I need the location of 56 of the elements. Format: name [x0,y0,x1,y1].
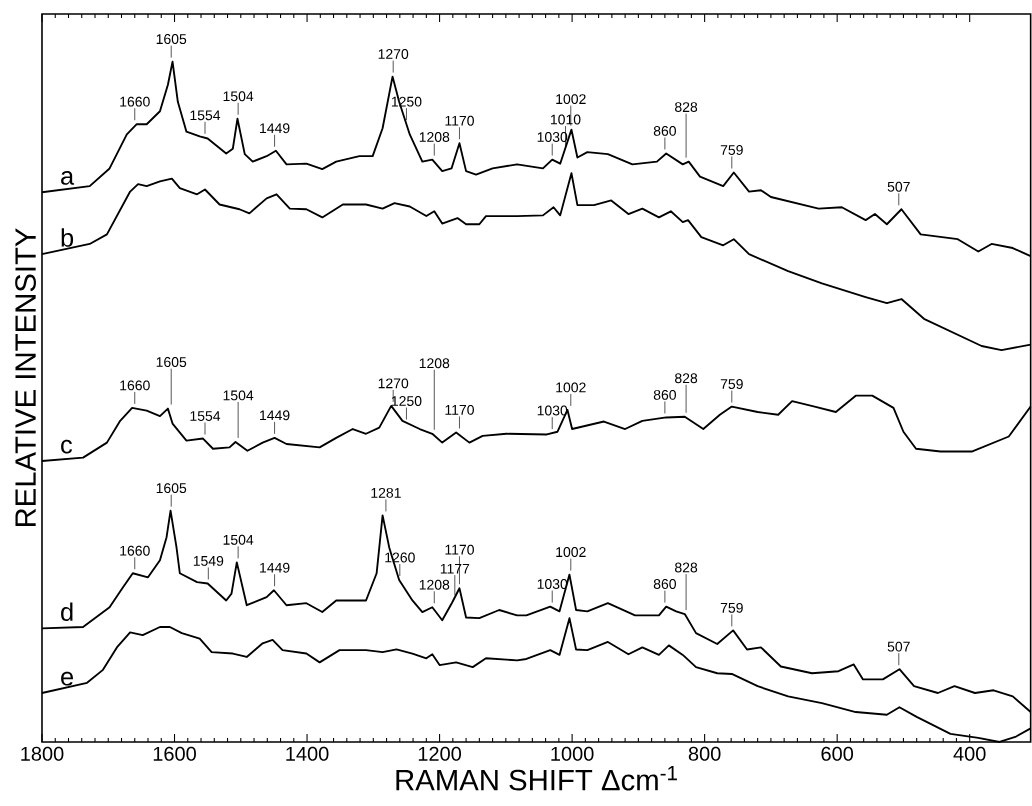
annotation: 1208 [419,579,450,590]
series-label: a [61,170,75,185]
annotation: 1449 [260,562,290,573]
annotation: 1504 [223,91,254,102]
x-tick-label: 1800 [21,746,64,761]
x-tick-label: 800 [688,746,721,761]
annotation: 1208 [419,358,450,369]
annotation: 1554 [190,110,221,121]
annotation: 1250 [391,396,422,406]
annotation: 1660 [120,380,150,391]
annotation: 1170 [445,404,474,415]
annotation: 1504 [223,390,254,401]
annotation: 1449 [260,123,290,134]
annotation: 1208 [419,132,450,142]
annotation: 1605 [156,483,187,494]
x-tick-label: 1200 [418,746,462,761]
x-axis-title: RAMAN SHIFT Δcm$^{-1}$ [396,766,677,791]
x-tick-label: 1400 [286,746,329,761]
annotation: 828 [675,562,698,573]
annotation: 759 [720,145,743,155]
annotation: 1504 [223,534,254,545]
annotation: 1660 [120,545,150,556]
annotation: 860 [653,389,676,400]
series-label: c [61,439,73,454]
x-tick-label: 600 [821,746,854,761]
annotation: 1010 [550,114,581,125]
annotation: 828 [675,373,698,384]
annotation: 759 [720,602,743,613]
annotation: 1660 [120,96,150,107]
series-label: e [61,671,73,686]
annotation: 1270 [378,378,409,389]
annotation: 759 [720,379,743,389]
annotation: 1270 [378,49,409,59]
annotation: 1281 [371,487,401,498]
series-label: b [61,228,74,247]
annotation: 1605 [156,357,187,368]
annotation: 507 [887,181,910,192]
series-label: d [61,602,73,621]
annotation: 828 [675,102,698,113]
annotation: 1449 [260,410,290,421]
x-tick-label: 400 [953,746,986,761]
annotation: 1002 [556,94,586,105]
annotation: 1605 [156,34,187,45]
annotation: 1170 [445,544,474,555]
x-tick-label: 1000 [551,746,594,761]
annotation: 1002 [556,547,586,558]
x-tick-label: 1600 [153,746,196,761]
annotation: 1549 [193,555,224,566]
annotation: 860 [653,579,676,589]
annotation: 1554 [190,411,221,421]
annotation: 1030 [537,405,568,416]
annotation: 1170 [445,115,474,126]
annotation: 507 [887,641,910,652]
y-axis-title: RELATIVE INTENSITY [15,228,36,527]
annotation: 860 [653,125,676,136]
annotation: 1002 [556,382,586,393]
